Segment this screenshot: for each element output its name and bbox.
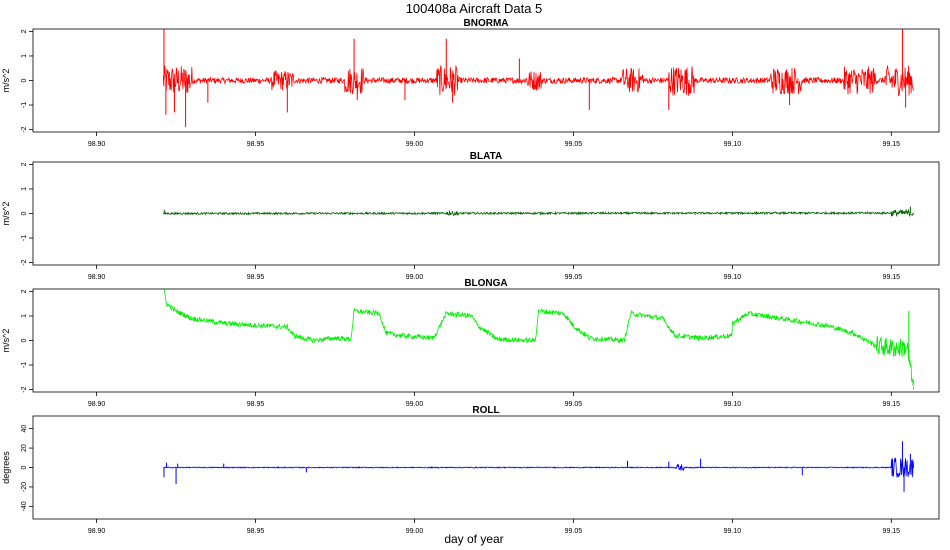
panels: BNORMA m/s^2 98.90 98.95 99.00 99.05 99.10 99.1…: [1, 18, 940, 535]
x-tick-label-blata-4: 99.10: [724, 274, 742, 281]
x-tick-label-blonga-5: 99.15: [883, 401, 901, 408]
x-tick-label-bnorma-5: 99.15: [883, 141, 901, 148]
x-tick-label-bnorma-1: 98.95: [247, 141, 265, 148]
x-tick-label-bnorma-0: 98.90: [88, 141, 106, 148]
y-tick-label-blata-2: 0: [21, 211, 28, 215]
y-tick-label-blonga-1: -1: [21, 362, 28, 368]
panel-title-roll: ROLL: [472, 405, 499, 416]
panel-roll: ROLL degrees 98.90 98.95 99.00 99.05 99.10 99.1…: [1, 405, 940, 535]
y-tick-label-bnorma-4: 2: [21, 29, 28, 33]
x-tick-label-blonga-0: 98.90: [88, 401, 106, 408]
y-tick-label-blonga-3: 1: [21, 314, 28, 318]
y-tick-label-blonga-4: 2: [21, 289, 28, 293]
y-tick-label-bnorma-1: -1: [21, 102, 28, 108]
x-tick-label-bnorma-3: 99.05: [565, 141, 583, 148]
y-tick-label-blata-1: -1: [21, 235, 28, 241]
panel-blata: BLATA m/s^2 98.90 98.95 99.00 99.05 99.10 99.15…: [1, 151, 940, 281]
x-tick-label-blonga-4: 99.10: [724, 401, 742, 408]
y-tick-label-bnorma-2: 0: [21, 78, 28, 82]
x-tick-label-blata-5: 99.15: [883, 274, 901, 281]
y-axis-label-blonga: m/s^2: [1, 329, 11, 353]
x-tick-label-roll-3: 99.05: [565, 528, 583, 535]
x-tick-label-blata-1: 98.95: [247, 274, 265, 281]
x-tick-label-blata-3: 99.05: [565, 274, 583, 281]
x-tick-label-bnorma-4: 99.10: [724, 141, 742, 148]
panel-blonga: BLONGA m/s^2 98.90 98.95 99.00 99.05 99.10 99.1…: [1, 278, 940, 408]
y-tick-label-roll-2: 0: [21, 465, 28, 469]
y-tick-label-blata-4: 2: [21, 162, 28, 166]
x-tick-label-blonga-2: 99.00: [406, 401, 424, 408]
y-tick-label-roll-3: 20: [21, 444, 28, 452]
y-axis-label-bnorma: m/s^2: [1, 69, 11, 93]
panel-title-blata: BLATA: [470, 151, 502, 162]
x-tick-label-blata-2: 99.00: [406, 274, 424, 281]
panel-title-bnorma: BNORMA: [464, 18, 509, 29]
series-line-blata: [162, 208, 914, 217]
y-axis-label-blata: m/s^2: [1, 202, 11, 226]
x-tick-label-blata-0: 98.90: [88, 274, 106, 281]
panel-bnorma: BNORMA m/s^2 98.90 98.95 99.00 99.05 99.10 99.1…: [1, 18, 940, 148]
x-tick-label-bnorma-2: 99.00: [406, 141, 424, 148]
y-tick-label-blonga-2: 0: [21, 338, 28, 342]
y-tick-label-roll-1: -20: [21, 482, 28, 492]
x-tick-label-roll-2: 99.00: [406, 528, 424, 535]
x-tick-label-blonga-1: 98.95: [247, 401, 265, 408]
panel-title-blonga: BLONGA: [464, 278, 507, 289]
y-tick-label-bnorma-0: -2: [21, 126, 28, 132]
series-line-roll: [163, 457, 914, 478]
y-tick-label-roll-0: -40: [21, 501, 28, 511]
y-tick-label-blonga-0: -2: [21, 386, 28, 392]
x-axis-label: day of year: [444, 532, 503, 546]
y-tick-label-roll-4: 40: [21, 425, 28, 433]
figure-title: 100408a Aircraft Data 5: [406, 1, 543, 16]
x-tick-label-roll-0: 98.90: [88, 528, 106, 535]
y-axis-label-roll: degrees: [1, 451, 11, 484]
x-tick-label-roll-5: 99.15: [883, 528, 901, 535]
y-tick-label-bnorma-3: 1: [21, 54, 28, 58]
x-tick-label-roll-1: 98.95: [247, 528, 265, 535]
y-tick-label-blata-3: 1: [21, 187, 28, 191]
series-line-bnorma: [162, 65, 914, 97]
series-line-blonga: [163, 288, 914, 387]
y-tick-label-blata-0: -2: [21, 259, 28, 265]
x-tick-label-roll-4: 99.10: [724, 528, 742, 535]
x-tick-label-blonga-3: 99.05: [565, 401, 583, 408]
